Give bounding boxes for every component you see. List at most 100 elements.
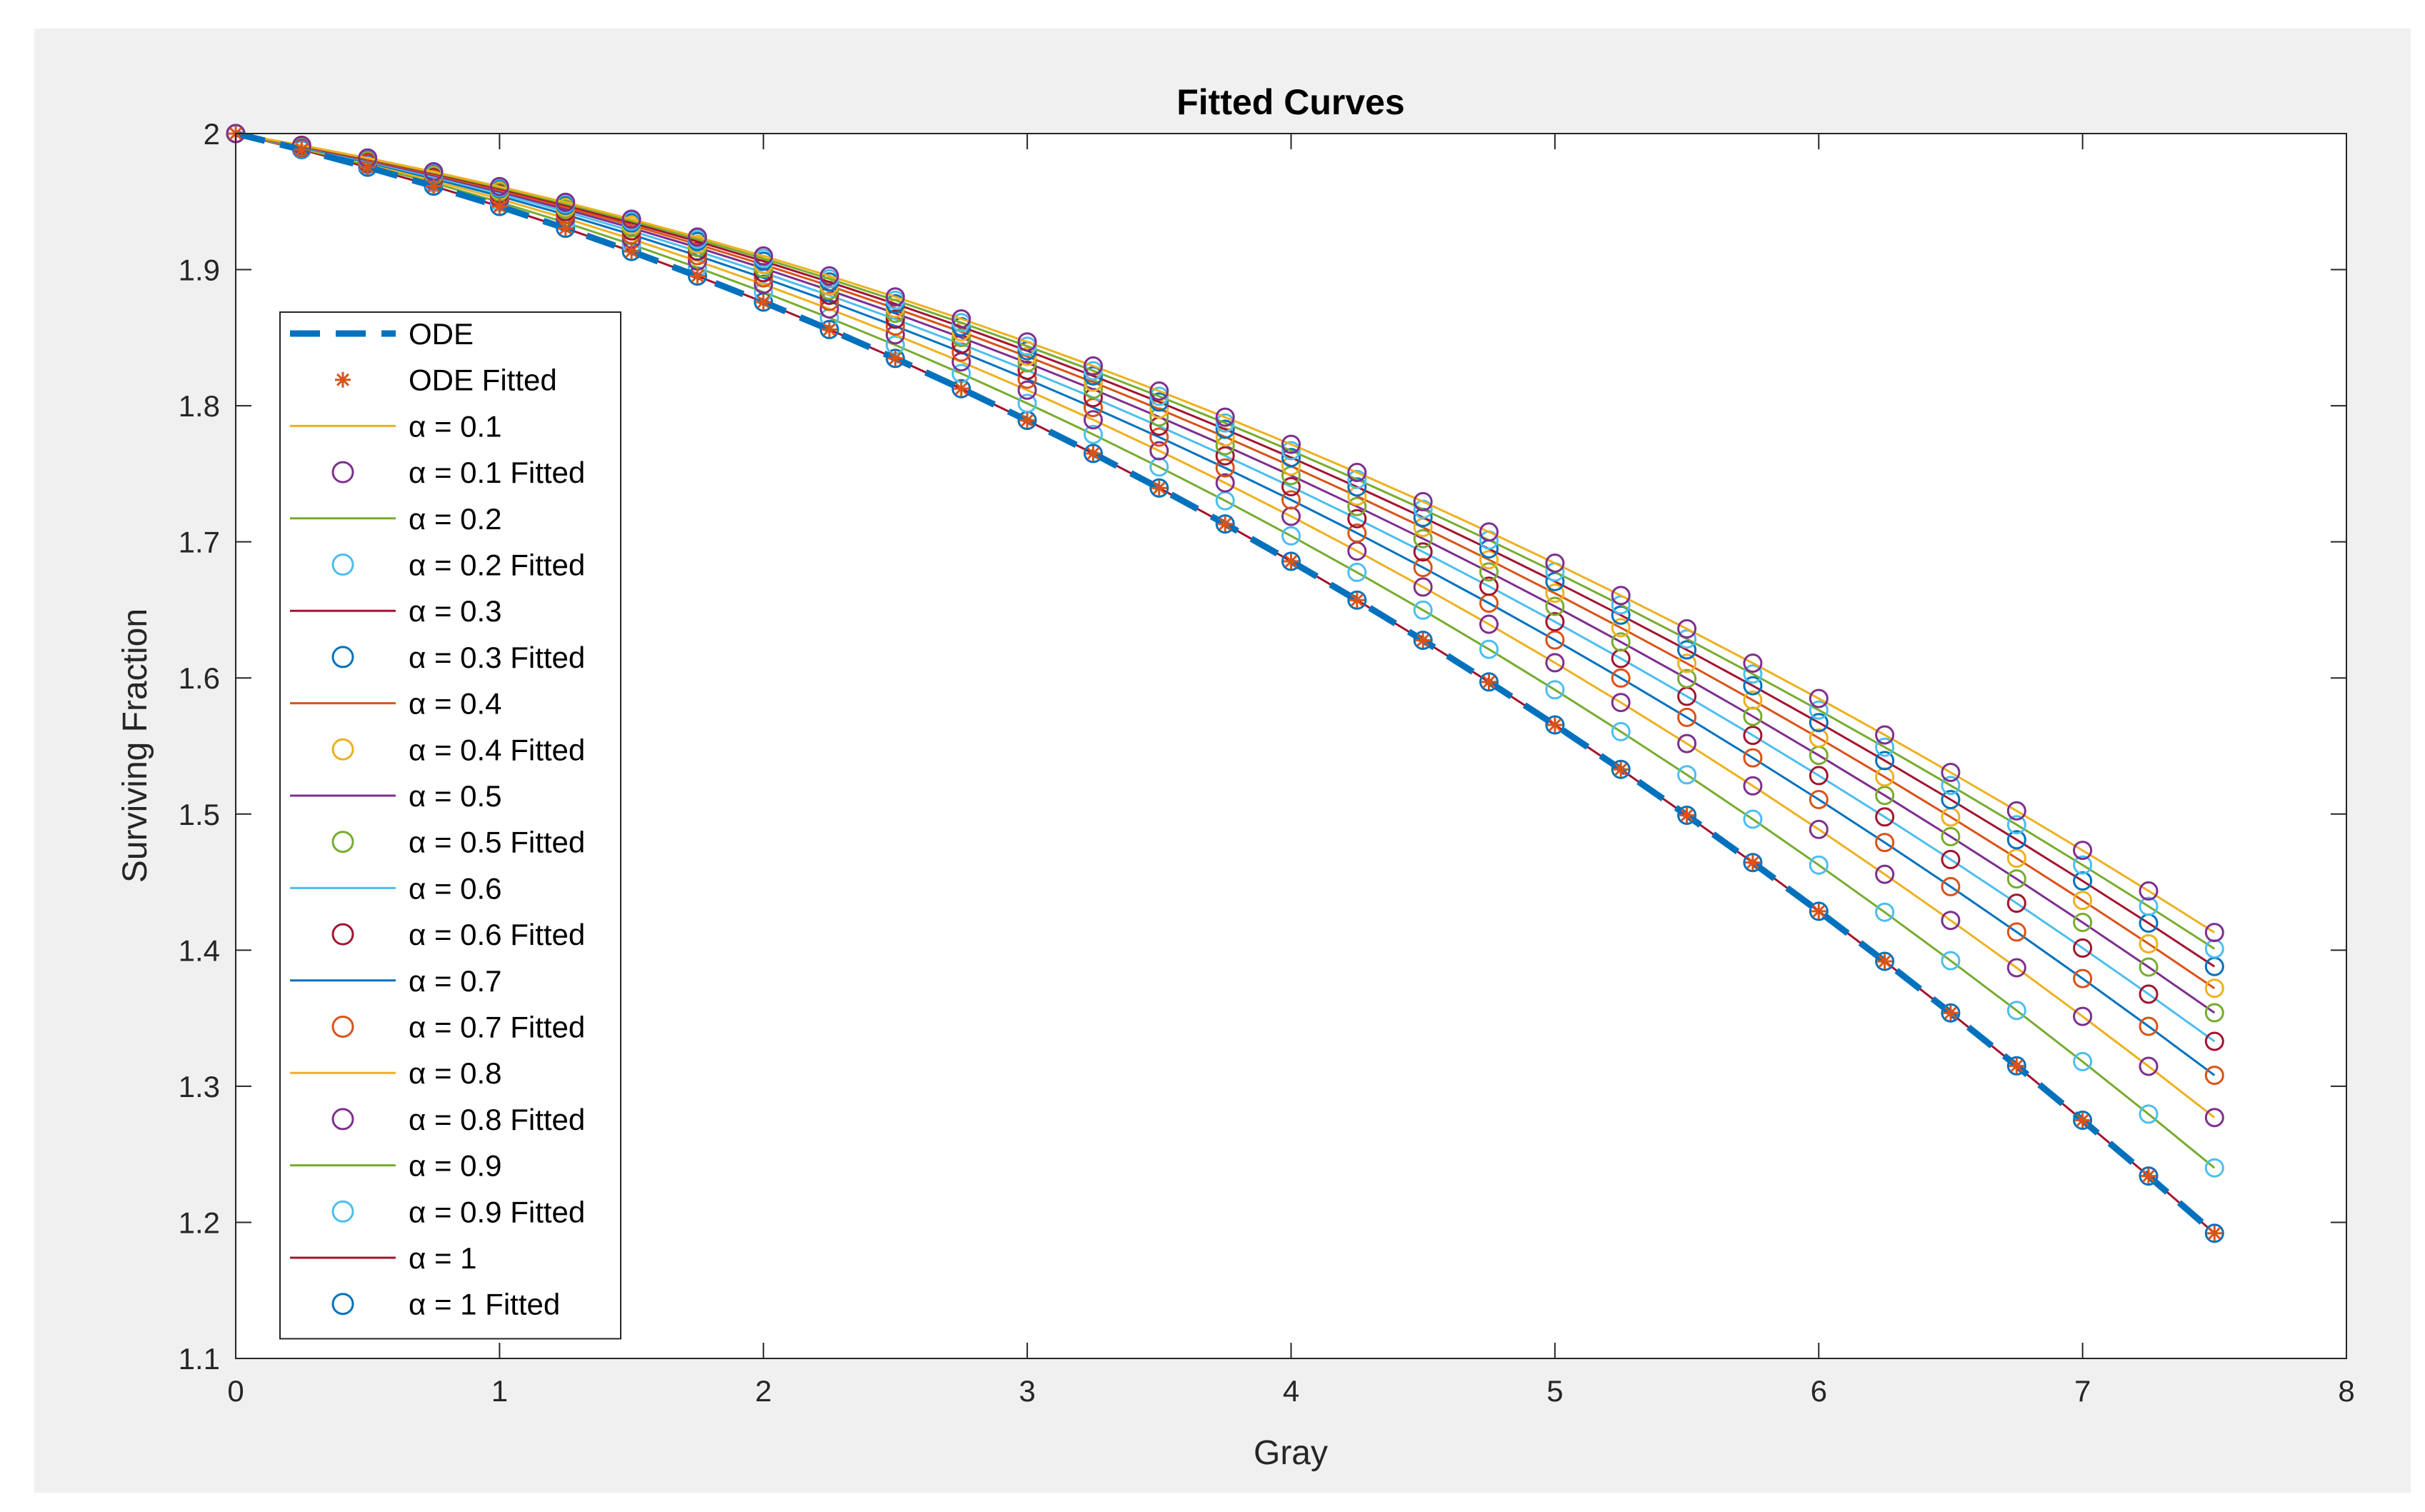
legend-label: α = 0.5	[409, 779, 502, 813]
series-marker-alpha-4	[2073, 891, 2093, 911]
series-marker-alpha-10	[2006, 1056, 2026, 1076]
series-layer	[226, 124, 2224, 1243]
series-marker-alpha-9	[1743, 809, 1763, 829]
asterisk-stroke	[823, 323, 836, 336]
series-marker-ode-fitted	[1217, 516, 1234, 532]
series-marker-alpha-4	[2204, 978, 2224, 998]
series-line-alpha-1	[235, 132, 2216, 933]
asterisk-stroke	[336, 373, 349, 386]
series-marker-ode-fitted	[1546, 717, 1563, 734]
series-marker-alpha-9	[1941, 951, 1961, 971]
series-marker-alpha-3	[1281, 448, 1301, 468]
series-marker-alpha-2	[1149, 386, 1169, 406]
series-marker-alpha-6	[1479, 576, 1499, 596]
legend-label-fitted: α = 0.8 Fitted	[409, 1103, 585, 1136]
asterisk-stroke	[1086, 446, 1100, 460]
series-marker-alpha-3	[1677, 640, 1697, 660]
x-tick-label: 3	[1019, 1374, 1035, 1408]
legend-label: α = 0.3	[409, 594, 502, 628]
series-marker-alpha-2	[2006, 815, 2026, 835]
series-marker-ode-fitted	[953, 381, 969, 397]
series-marker-alpha-5	[1677, 669, 1697, 689]
series-marker-alpha-3	[1743, 676, 1763, 696]
legend-marker-alpha-6	[331, 923, 354, 946]
series-marker-ode-fitted	[1151, 480, 1167, 496]
series-marker-alpha-8	[1941, 911, 1961, 931]
series-marker-alpha-10	[819, 319, 839, 339]
series-marker-alpha-10	[1809, 901, 1829, 921]
series-marker-alpha-2	[1809, 700, 1829, 720]
series-marker-alpha-6	[2073, 938, 2093, 958]
series-marker-alpha-1	[2139, 881, 2159, 901]
legend-label-fitted: α = 1 Fitted	[409, 1288, 560, 1321]
series-marker-alpha-2	[1084, 361, 1103, 381]
series-marker-alpha-8	[1677, 734, 1697, 754]
series-marker-ode-fitted	[887, 350, 904, 366]
series-marker-alpha-10	[1084, 444, 1103, 464]
chart-title: Fitted Curves	[1176, 82, 1405, 122]
asterisk-stroke	[954, 382, 968, 396]
legend-label: α = 0.6	[409, 871, 502, 905]
legend-label-fitted: α = 0.5 Fitted	[409, 826, 585, 859]
x-tick-label: 4	[1283, 1374, 1299, 1408]
series-marker-alpha-8	[1084, 410, 1103, 430]
asterisk-stroke	[1812, 904, 1826, 918]
series-marker-alpha-8	[2073, 1006, 2093, 1026]
x-tick-label: 5	[1546, 1374, 1563, 1408]
series-marker-alpha-4	[2139, 933, 2159, 953]
series-marker-alpha-8	[1875, 864, 1895, 884]
series-marker-alpha-10	[1281, 551, 1301, 571]
series-marker-alpha-9	[2204, 1158, 2224, 1178]
series-marker-alpha-9	[1545, 680, 1565, 700]
series-marker-alpha-6	[2139, 984, 2159, 1004]
series-marker-alpha-10	[2204, 1223, 2224, 1243]
y-tick-label: 1.8	[179, 389, 220, 423]
series-marker-alpha-9	[1017, 394, 1037, 414]
series-marker-alpha-4	[2006, 848, 2026, 868]
y-tick-label: 1.9	[179, 254, 220, 287]
series-marker-alpha-10	[2139, 1166, 2159, 1186]
series-marker-alpha-1	[621, 209, 641, 229]
legend-marker-alpha-2	[331, 554, 354, 576]
series-marker-alpha-1	[1017, 332, 1037, 352]
asterisk-stroke	[691, 269, 704, 283]
series-marker-alpha-8	[1413, 577, 1433, 597]
x-tick-label: 2	[755, 1374, 771, 1408]
legend-marker-alpha-9	[331, 1200, 354, 1223]
series-marker-alpha-6	[2204, 1031, 2224, 1051]
series-marker-alpha-1	[1677, 619, 1697, 639]
legend-label: α = 0.9	[409, 1149, 502, 1183]
series-marker-alpha-7	[1347, 523, 1367, 543]
series-marker-ode-fitted	[557, 220, 574, 236]
series-marker-alpha-1	[819, 266, 839, 286]
series-marker-alpha-1	[1545, 554, 1565, 573]
legend-marker-alpha-7	[331, 1016, 354, 1038]
series-marker-alpha-10	[1347, 590, 1367, 610]
series-marker-alpha-3	[1084, 366, 1103, 386]
series-marker-alpha-2	[1215, 413, 1235, 433]
y-tick-label: 1.4	[179, 933, 220, 967]
series-marker-alpha-1	[1149, 381, 1169, 401]
series-marker-alpha-1	[1215, 407, 1235, 427]
series-marker-alpha-8	[1017, 380, 1037, 400]
asterisk-stroke	[559, 221, 572, 235]
series-marker-alpha-5	[2006, 869, 2026, 889]
series-marker-alpha-1	[1281, 434, 1301, 454]
series-marker-ode-fitted	[1876, 953, 1893, 970]
series-marker-alpha-1	[687, 227, 707, 247]
series-marker-ode-fitted	[426, 178, 442, 194]
series-marker-alpha-9	[2006, 1001, 2026, 1021]
series-marker-alpha-1	[1941, 763, 1961, 782]
series-marker-alpha-5	[951, 328, 971, 348]
series-marker-alpha-7	[2139, 1016, 2159, 1036]
asterisk-stroke	[427, 179, 441, 193]
legend-label-fitted: α = 0.4 Fitted	[409, 733, 585, 766]
series-marker-alpha-4	[1479, 550, 1499, 570]
series-marker-alpha-5	[1084, 379, 1103, 399]
series-marker-alpha-4	[1743, 690, 1763, 710]
legend-label: ODE	[409, 317, 474, 351]
series-marker-alpha-8	[1743, 776, 1763, 796]
series-marker-alpha-6	[1941, 849, 1961, 869]
asterisk-stroke	[1219, 517, 1232, 531]
series-marker-alpha-1	[754, 246, 774, 266]
